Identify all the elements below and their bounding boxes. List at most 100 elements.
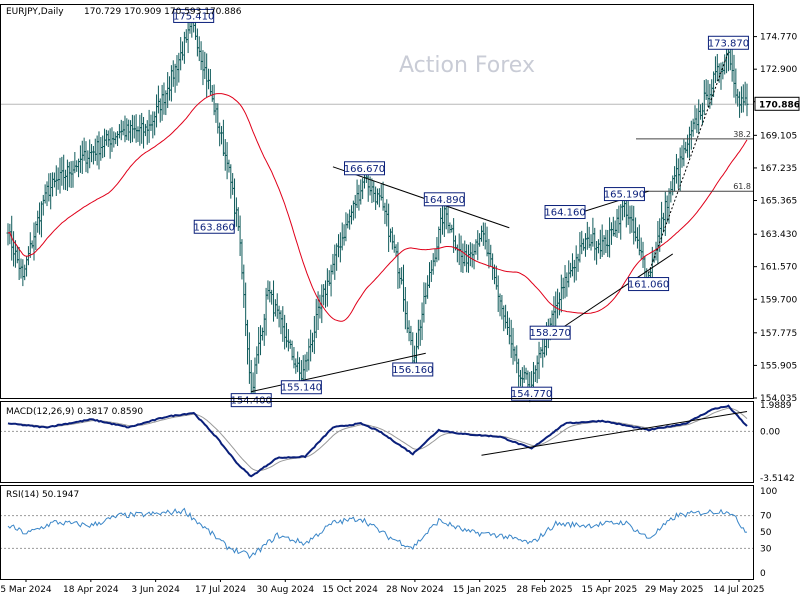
ohlc-bar: [739, 86, 743, 113]
ohlc-bar: [142, 116, 146, 149]
ohlc-bar: [184, 29, 188, 43]
ohlc-bar: [713, 56, 717, 83]
ohlc-bar: [229, 164, 233, 199]
price-label: 173.870: [708, 35, 749, 50]
ohlc-bar: [448, 222, 452, 234]
ohlc-bar: [515, 345, 519, 374]
ohlc-bar: [431, 253, 435, 275]
ohlc-bar: [433, 248, 437, 267]
ohlc-bar: [311, 332, 315, 353]
ohlc-bar: [292, 346, 296, 369]
price-label-box: [628, 277, 670, 292]
ohlc-bar: [361, 177, 365, 200]
ohlc-bar: [110, 127, 114, 152]
ohlc-bar: [489, 244, 493, 267]
ohlc-bar: [273, 299, 277, 317]
ohlc-bar: [312, 315, 316, 354]
ohlc-bar: [461, 243, 465, 273]
ohlc-bar: [687, 126, 691, 158]
ohlc-bar: [314, 298, 318, 339]
ohlc-bar: [570, 253, 574, 277]
ohlc-bar: [19, 258, 23, 279]
ohlc-bar: [578, 232, 582, 263]
ohlc-bar: [51, 172, 55, 197]
ohlc-bar: [561, 277, 565, 300]
price-label: 158.270: [529, 325, 571, 340]
price-label-text: 165.190: [604, 190, 645, 201]
ohlc-bar: [231, 173, 235, 195]
price-label-text: 166.670: [344, 164, 385, 175]
ohlc-bar: [138, 114, 142, 146]
ohlc-bar: [95, 135, 99, 166]
ohlc-bar: [427, 262, 431, 288]
macd-tick-label: -3.5142: [760, 474, 795, 484]
ohlc-bar: [741, 84, 745, 113]
ohlc-bar: [151, 111, 155, 139]
price-label: 156.160: [392, 362, 433, 377]
ohlc-bar: [513, 346, 517, 362]
ohlc-bar: [216, 103, 220, 134]
ohlc-bar: [41, 194, 45, 216]
ohlc-bar: [103, 128, 107, 158]
ohlc-bar: [340, 222, 344, 251]
ohlc-bar: [182, 31, 186, 64]
ohlc-bar: [168, 76, 172, 101]
ohlc-bar: [702, 80, 706, 116]
ohlc-bar: [82, 137, 86, 161]
price-tick-label: 157.775: [760, 329, 797, 339]
ohlc-bar: [266, 280, 270, 300]
price-label-text: 158.270: [530, 328, 571, 339]
ohlc-bar: [574, 245, 578, 281]
ohlc-bar: [65, 159, 69, 192]
ohlc-bar: [348, 209, 352, 230]
ohlc-bar: [388, 228, 392, 243]
ohlc-bar: [595, 240, 599, 265]
rsi-tick-label: 50: [760, 528, 772, 538]
ohlc-bar: [459, 235, 463, 273]
ohlc-bar: [537, 341, 541, 380]
ohlc-bar: [171, 60, 175, 87]
ohlc-bar: [511, 327, 515, 365]
ohlc-bar: [699, 104, 703, 120]
ohlc-bar: [734, 68, 738, 104]
ohlc-bar: [197, 36, 201, 62]
price-label-text: 154.770: [511, 389, 552, 400]
ohlc-bar: [708, 83, 712, 109]
ohlc-bar: [234, 197, 238, 227]
ohlc-bar: [370, 178, 374, 204]
ohlc-bar: [596, 239, 600, 254]
price-label: 164.890: [424, 192, 465, 207]
macd-tick-label: 0.00: [760, 427, 780, 437]
ohlc-bar: [307, 338, 311, 371]
rsi-tick-label: 100: [760, 487, 777, 497]
price-label-box: [544, 205, 586, 220]
ohlc-bar: [123, 115, 127, 143]
ohlc-bar: [418, 319, 422, 346]
ohlc-bar: [21, 259, 25, 287]
macd-line: [7, 404, 748, 478]
ohlc-bar: [678, 147, 682, 191]
ohlc-bar: [247, 332, 251, 384]
ohlc-bar: [305, 351, 309, 372]
ohlc-bar: [686, 134, 690, 158]
ohlc-bar: [439, 207, 443, 244]
date-tick-label: 15 Oct 2024: [322, 585, 378, 595]
ohlc-bar: [153, 111, 157, 136]
fib-level-label: 61.8: [733, 182, 751, 191]
ohlc-bar: [426, 275, 430, 299]
ohlc-bar: [155, 94, 159, 128]
price-label: 155.140: [281, 380, 322, 395]
ohlc-bar: [97, 131, 101, 170]
watermark: Action Forex: [399, 53, 535, 78]
date-tick-label: 3 Jun 2024: [131, 585, 180, 595]
ohlc-bar: [205, 53, 209, 98]
price-label: 154.400: [231, 393, 272, 408]
ohlc-bar: [509, 319, 513, 358]
ohlc-bar: [466, 244, 470, 273]
ohlc-bar: [69, 161, 73, 188]
price-label-box: [511, 386, 553, 401]
price-label-text: 155.140: [281, 383, 322, 394]
price-label-box: [529, 325, 571, 340]
